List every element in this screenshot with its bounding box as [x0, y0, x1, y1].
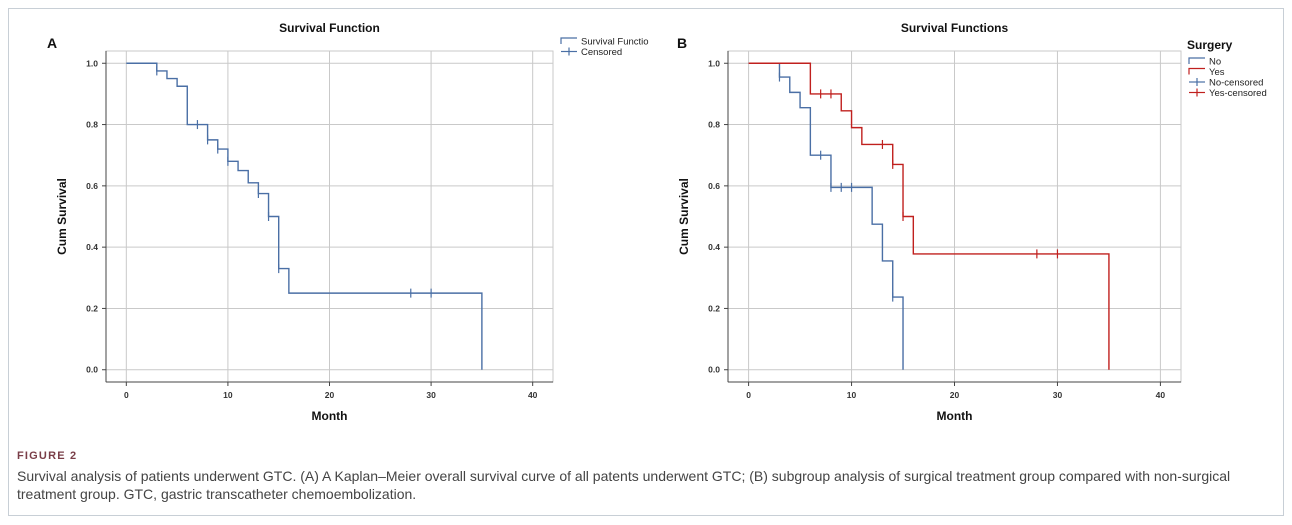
survival-curve-yes	[748, 62, 1110, 370]
x-tick-label: 40	[1156, 390, 1166, 400]
x-tick-label: 20	[950, 390, 960, 400]
y-tick-label: 0.0	[86, 365, 98, 375]
legend-entry: Censored	[581, 47, 622, 58]
legend-title: Surgery	[1187, 38, 1233, 52]
y-axis-label: Cum Survival	[55, 178, 69, 255]
x-axis-label: Month	[937, 409, 973, 423]
x-tick-label: 10	[847, 390, 857, 400]
legend-entry: Yes	[1209, 67, 1225, 78]
chart-title: Survival Function	[279, 21, 380, 35]
figure-frame: A 0.0 0.2 0.4 0.6 0.8 1.0 0 10 20 30 40 Survival Fu…	[8, 8, 1284, 516]
x-tick-label: 40	[528, 390, 538, 400]
y-tick-label: 0.0	[708, 365, 720, 375]
x-tick-label: 30	[426, 390, 436, 400]
x-tick-label: 30	[1053, 390, 1063, 400]
y-tick-label: 0.8	[708, 120, 720, 130]
legend-entry: No-censored	[1209, 78, 1263, 89]
panel-letter-b: B	[677, 35, 688, 51]
figure-label: FIGURE 2	[17, 450, 78, 462]
y-tick-label: 1.0	[708, 58, 720, 68]
figure-panels: A 0.0 0.2 0.4 0.6 0.8 1.0 0 10 20 30 40 Survival Fu…	[9, 9, 1285, 449]
x-tick-label: 10	[223, 390, 233, 400]
survival-curve-survival-function	[126, 62, 483, 370]
y-tick-label: 1.0	[86, 58, 98, 68]
y-tick-label: 0.4	[708, 242, 720, 252]
panel-letter-a: A	[47, 35, 58, 51]
y-tick-label: 0.4	[86, 242, 98, 252]
y-tick-label: 0.8	[86, 120, 98, 130]
figure-caption: Survival analysis of patients underwent …	[17, 468, 1231, 502]
x-axis-label: Month	[312, 409, 348, 423]
legend-swatch	[1188, 57, 1205, 64]
legend-entry: Survival Function	[581, 37, 649, 48]
x-tick-label: 0	[124, 390, 129, 400]
gridlines	[106, 51, 553, 382]
y-tick-label: 0.2	[708, 303, 720, 313]
y-tick-label: 0.6	[86, 181, 98, 191]
legend-entry: No	[1209, 57, 1221, 68]
chart-panel-a: 0.0 0.2 0.4 0.6 0.8 1.0 0 10 20 30 40 Survival Func…	[55, 21, 649, 423]
survival-curve-no	[748, 62, 904, 370]
legend-swatch	[560, 37, 577, 44]
x-tick-label: 20	[325, 390, 335, 400]
chart-panel-b: 0.0 0.2 0.4 0.6 0.8 1.0 0 10 20 30 40 Survival Func…	[677, 21, 1267, 423]
gridlines	[728, 51, 1181, 382]
legend-swatch	[1188, 67, 1205, 75]
x-tick-label: 0	[746, 390, 751, 400]
y-tick-label: 0.2	[86, 303, 98, 313]
legend-entry: Yes-censored	[1209, 88, 1267, 99]
y-tick-label: 0.6	[708, 181, 720, 191]
y-axis-label: Cum Survival	[677, 178, 691, 255]
chart-title: Survival Functions	[901, 21, 1009, 35]
